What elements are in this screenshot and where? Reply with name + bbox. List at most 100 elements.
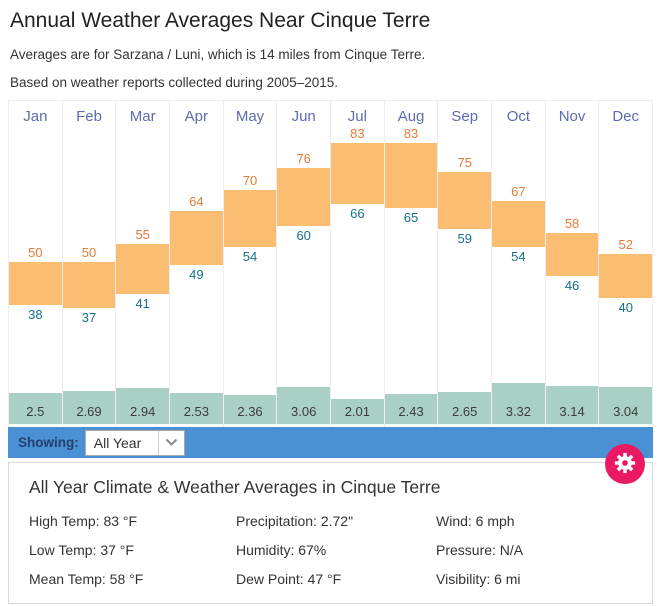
precipitation-bar (545, 385, 599, 425)
low-temp-value: 37 (81, 310, 97, 326)
low-temp-value: 66 (350, 206, 365, 222)
precipitation-bar (170, 393, 223, 425)
precipitation-bar (331, 399, 384, 425)
dropdown-selected-value: All Year (93, 434, 142, 451)
location-subtitle: Averages are for Sarzana / Luni, which i… (10, 47, 426, 63)
month-column[interactable]: Oct 67 54 3.32 (491, 101, 545, 428)
precipitation-value: 2.5 (26, 404, 45, 420)
month-label: Oct (506, 108, 531, 126)
month-label: Sep (451, 108, 479, 126)
precipitation-value: 2.65 (452, 404, 478, 420)
page-header: Annual Weather Averages Near Cinque Terr… (0, 0, 661, 90)
temp-range-bar (384, 143, 438, 208)
summary-stats: High Temp: 83 °F Low Temp: 37 °F Mean Temp… (29, 513, 632, 587)
low-temp-value: 54 (511, 249, 526, 265)
precipitation-value: 2.53 (183, 404, 209, 420)
high-temp-value: 55 (135, 226, 150, 242)
temp-range-bar (170, 211, 223, 266)
precipitation-value: 3.06 (291, 404, 317, 420)
temp-range-bar (223, 189, 277, 248)
high-temp-value: 75 (457, 154, 472, 170)
precipitation-value: 2.36 (237, 404, 263, 420)
high-temp-value: 83 (403, 126, 419, 142)
stat-item: Visibility: 6 mi (436, 571, 521, 588)
month-column[interactable]: Mar 55 41 2.94 (115, 101, 170, 428)
stat-item: Precipitation: 2.72" (236, 513, 354, 530)
precipitation-value: 2.01 (344, 404, 371, 420)
precipitation-bar (116, 388, 170, 425)
low-temp-value: 54 (242, 249, 258, 265)
temp-range-bar (116, 243, 170, 294)
low-temp-value: 40 (618, 299, 633, 315)
precipitation-value: 2.94 (130, 404, 156, 420)
chevron-down-icon (157, 430, 184, 455)
low-temp-value: 59 (457, 231, 472, 247)
precipitation-bar (9, 393, 62, 425)
high-temp-value: 58 (564, 215, 580, 231)
low-temp-value: 41 (135, 295, 150, 311)
month-column[interactable]: Apr 64 49 2.53 (169, 101, 223, 428)
gear-icon (610, 448, 640, 481)
month-column[interactable]: Feb 50 37 2.69 (61, 101, 116, 428)
high-temp-value: 64 (189, 194, 204, 210)
precipitation-bar (438, 391, 492, 425)
settings-gear-button[interactable] (605, 444, 645, 484)
low-temp-value: 65 (403, 209, 419, 225)
month-label: Feb (76, 108, 102, 126)
precipitation-value: 3.32 (505, 404, 532, 420)
stat-column: High Temp: 83 °F Low Temp: 37 °F Mean Temp… (29, 513, 236, 587)
month-column[interactable]: Jun 76 60 3.06 (276, 101, 331, 428)
month-label: Jun (291, 108, 316, 126)
month-column[interactable]: Sep 75 59 2.65 (437, 101, 492, 428)
precipitation-bar (492, 383, 545, 425)
high-temp-value: 52 (618, 237, 633, 253)
temp-range-bar (331, 143, 384, 205)
month-label: Aug (397, 108, 425, 126)
month-column[interactable]: Nov 58 46 3.14 (544, 101, 599, 428)
stat-item: Low Temp: 37 °F (29, 542, 134, 559)
stat-item: Humidity: 67% (236, 542, 327, 559)
temp-range-bar (599, 254, 653, 298)
precipitation-bar (62, 391, 116, 425)
precipitation-bar (384, 394, 438, 425)
month-label: Dec (612, 108, 640, 126)
low-temp-value: 46 (564, 278, 580, 294)
month-column[interactable]: Jan 50 38 2.5 (8, 101, 62, 428)
high-temp-value: 83 (350, 126, 365, 142)
showing-toolbar: Showing: All Year (8, 427, 653, 459)
low-temp-value: 38 (28, 306, 43, 322)
precipitation-bar (223, 395, 277, 425)
month-label: Jul (347, 108, 367, 126)
temp-range-bar (62, 261, 116, 309)
stat-item: Mean Temp: 58 °F (29, 571, 144, 588)
report-period-subtitle: Based on weather reports collected durin… (10, 75, 338, 91)
month-column[interactable]: Aug 83 65 2.43 (383, 101, 438, 428)
stat-column: Precipitation: 2.72" Humidity: 67% Dew Poi… (236, 513, 436, 587)
high-temp-value: 50 (28, 244, 43, 260)
stat-item: High Temp: 83 °F (29, 513, 138, 530)
high-temp-value: 70 (242, 172, 258, 188)
month-label: Apr (184, 108, 209, 126)
precipitation-bar (599, 386, 653, 425)
showing-dropdown[interactable]: All Year (84, 429, 185, 456)
page-title: Annual Weather Averages Near Cinque Terr… (10, 9, 431, 32)
temp-range-bar (277, 168, 331, 226)
month-label: Mar (129, 108, 156, 126)
month-column[interactable]: May 70 54 2.36 (222, 101, 277, 428)
precipitation-value: 3.14 (559, 404, 585, 420)
month-column[interactable]: Jul 83 66 2.01 (330, 101, 384, 428)
stat-item: Dew Point: 47 °F (236, 571, 342, 588)
precipitation-value: 2.69 (76, 404, 102, 420)
temp-range-bar (545, 232, 599, 277)
precipitation-value: 2.43 (398, 404, 424, 420)
low-temp-value: 60 (296, 227, 311, 243)
temp-range-bar (438, 171, 492, 230)
high-temp-value: 50 (81, 244, 97, 260)
high-temp-value: 67 (511, 183, 526, 199)
stat-item: Pressure: N/A (436, 542, 524, 559)
weather-chart: Jan 50 38 2.5 Feb 50 37 2.69 Mar 55 41 2.94 Apr 64 49 2… (8, 100, 654, 428)
month-label: May (235, 108, 265, 126)
stat-item: Wind: 6 mph (436, 513, 515, 530)
temp-range-bar (492, 200, 545, 248)
month-column[interactable]: Dec 52 40 3.04 (598, 101, 654, 428)
